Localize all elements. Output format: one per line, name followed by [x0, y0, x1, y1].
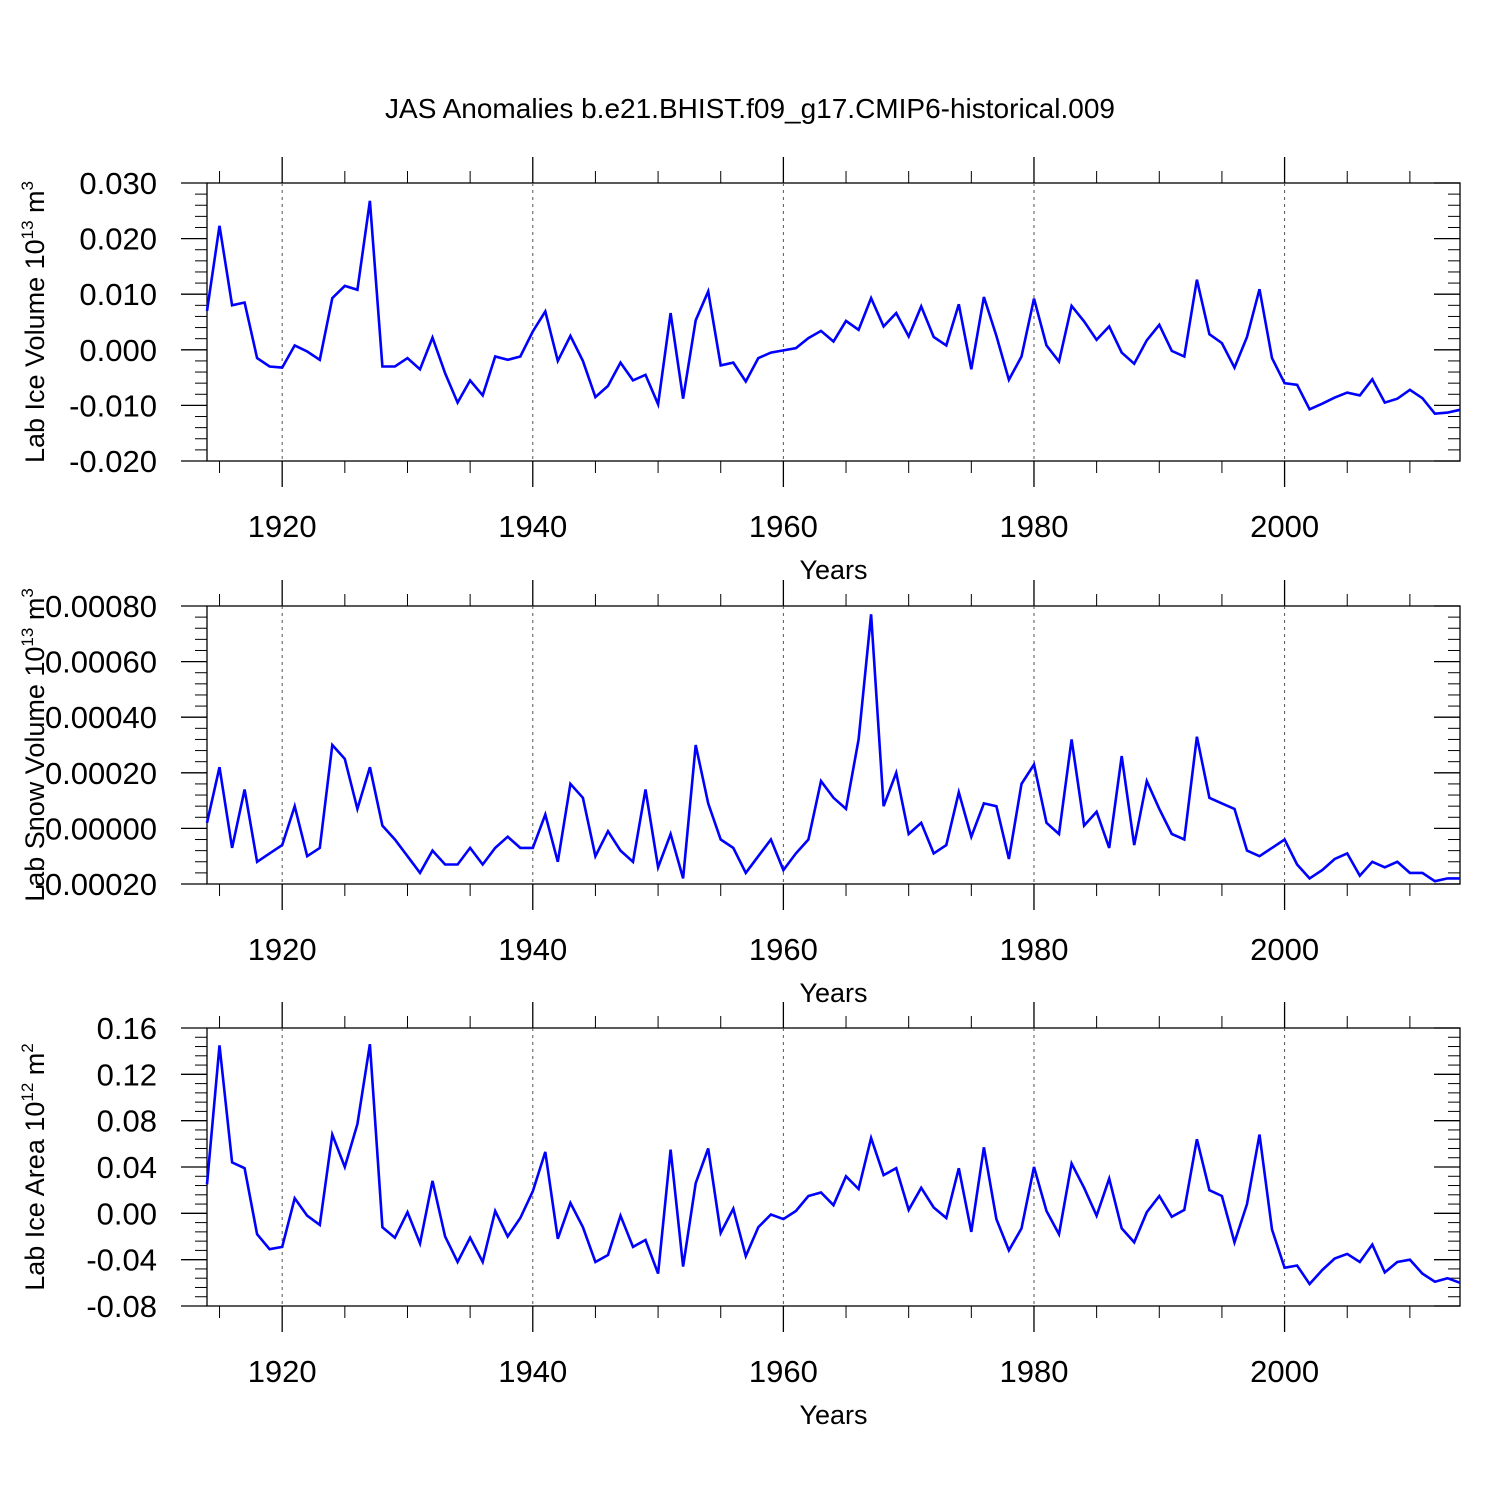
y-axis-label-unit: m — [20, 598, 50, 621]
y-tick-label: 0.020 — [79, 222, 157, 257]
y-tick-label: 0.010 — [79, 277, 157, 312]
figure-title: JAS Anomalies b.e21.BHIST.f09_g17.CMIP6-… — [385, 93, 1115, 124]
y-tick-label: 0.16 — [97, 1011, 157, 1046]
y-tick-label: 0.00080 — [45, 589, 157, 624]
y-axis-label-text: Lab Snow Volume 10 — [20, 647, 50, 902]
y-axis-label-unit: m — [20, 1053, 50, 1076]
y-tick-label: 0.00040 — [45, 700, 157, 735]
y-axis-label-space — [20, 620, 50, 628]
y-tick-label: 0.00 — [97, 1196, 157, 1231]
x-tick-label: 1980 — [999, 509, 1068, 544]
x-tick-label: 1980 — [999, 1354, 1068, 1389]
y-axis-label-unit-exponent: 2 — [18, 1043, 37, 1052]
x-tick-label: 1960 — [749, 509, 818, 544]
x-tick-label: 1940 — [498, 932, 567, 967]
y-tick-label: -0.04 — [86, 1243, 157, 1278]
x-tick-label: 1920 — [248, 509, 317, 544]
y-axis-label-text: Lab Ice Volume 10 — [20, 239, 50, 463]
y-tick-label: 0.04 — [97, 1150, 157, 1185]
y-tick-label: 0.12 — [97, 1057, 157, 1092]
y-axis-label: Lab Snow Volume 1013 m3 — [18, 588, 50, 902]
y-tick-label: 0.00000 — [45, 811, 157, 846]
y-tick-label: 0.000 — [79, 333, 157, 368]
y-tick-label: 0.00020 — [45, 756, 157, 791]
y-tick-label: -0.08 — [86, 1289, 157, 1324]
x-tick-label: 1920 — [248, 1354, 317, 1389]
y-axis-label: Lab Ice Volume 1013 m3 — [18, 181, 50, 463]
x-axis-label: Years — [799, 1400, 867, 1430]
y-tick-label: -0.020 — [69, 444, 157, 479]
x-tick-label: 1980 — [999, 932, 1068, 967]
plot-frame — [206, 182, 1461, 462]
x-axis-label: Years — [799, 555, 867, 585]
x-tick-label: 1960 — [749, 932, 818, 967]
plot-frame — [206, 605, 1461, 885]
x-tick-label: 1940 — [498, 1354, 567, 1389]
y-axis-label-exponent: 13 — [18, 220, 37, 239]
x-tick-label: 1960 — [749, 1354, 818, 1389]
x-tick-label: 2000 — [1250, 509, 1319, 544]
y-axis-label-space — [20, 1075, 50, 1083]
series-line-1 — [205, 1043, 1461, 1287]
y-axis-label-text: Lab Ice Area 10 — [20, 1102, 50, 1291]
y-axis-label-exponent: 12 — [18, 1083, 37, 1102]
x-axis-label: Years — [799, 978, 867, 1008]
y-axis-label-exponent: 13 — [18, 628, 37, 647]
x-tick-label: 2000 — [1250, 1354, 1319, 1389]
panel-2: 1920 1940 1960 1980 2000 Years 0.00080 0.00060 0… — [18, 580, 1461, 1008]
y-axis-label-unit-exponent: 3 — [18, 588, 37, 597]
y-tick-label: -0.00020 — [35, 867, 157, 902]
series-line-1 — [205, 614, 1460, 883]
x-tick-label: 1920 — [248, 932, 317, 967]
x-tick-label: 2000 — [1250, 932, 1319, 967]
y-tick-label: 0.08 — [97, 1104, 157, 1139]
y-axis-label: Lab Ice Area 1012 m2 — [18, 1043, 50, 1291]
y-tick-label: 0.00060 — [45, 645, 157, 680]
series-line-1 — [205, 200, 1461, 416]
x-tick-label: 1940 — [498, 509, 567, 544]
y-axis-label-unit-exponent: 3 — [18, 181, 37, 190]
plot-frame — [206, 1027, 1461, 1307]
y-tick-label: -0.010 — [69, 388, 157, 423]
panel-3: 1920 1940 1960 1980 2000 Years 0.16 0.12 0.08 0.0… — [18, 1002, 1461, 1430]
y-tick-label: 0.030 — [79, 166, 157, 201]
y-axis-label-space — [20, 213, 50, 221]
panel-1: 1920 1940 1960 1980 2000 Years 0.030 0.020 0.010… — [18, 157, 1461, 585]
y-axis-label-unit: m — [20, 190, 50, 213]
